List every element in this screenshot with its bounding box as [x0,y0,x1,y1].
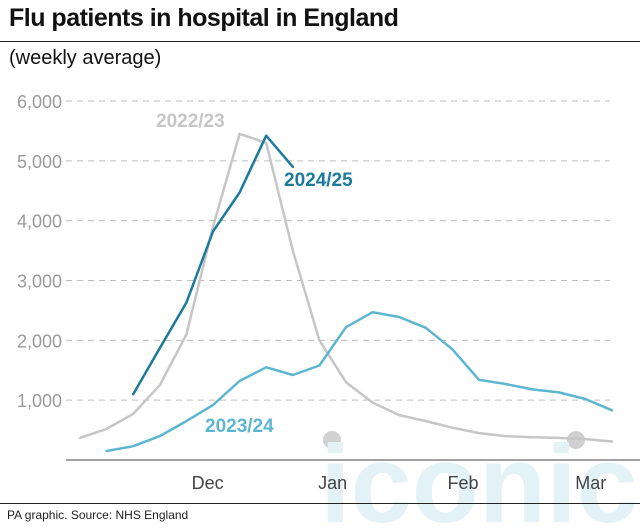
y-tick-label: 5,000 [17,152,62,172]
y-axis: 1,000 2,000 3,000 4,000 5,000 6,000 [17,92,62,411]
page-title: Flu patients in hospital in England [9,4,399,32]
y-tick-label: 4,000 [17,212,62,232]
y-tick-label: 1,000 [17,391,62,411]
grid [66,100,610,401]
watermark-text: iconic [320,423,638,530]
y-tick-label: 2,000 [17,331,62,351]
watermark: iconic [320,423,638,530]
x-tick-label: Jan [318,473,347,493]
series-label: 2023/24 [205,416,274,437]
watermark-dot-icon [323,431,341,449]
series-label: 2024/25 [284,170,353,191]
series-line-2024-25 [131,134,295,396]
series-line-2022-23 [78,132,614,443]
series-line-2023-24 [105,310,614,453]
series [78,132,614,453]
series-labels: 2022/23 2023/24 2024/25 [156,111,353,437]
page-subtitle: (weekly average) [9,47,162,69]
x-tick-label: Mar [575,473,606,493]
source-note: PA graphic. Source: NHS England [7,508,189,522]
series-label: 2022/23 [156,111,225,132]
y-tick-label: 6,000 [17,92,62,112]
watermark-dot-icon [567,431,585,449]
x-axis: Dec Jan Feb Mar [192,473,607,493]
header-divider [0,41,640,42]
y-tick-label: 3,000 [17,272,62,292]
x-tick-label: Feb [448,473,479,493]
footer-divider [0,503,640,504]
x-tick-label: Dec [192,473,224,493]
